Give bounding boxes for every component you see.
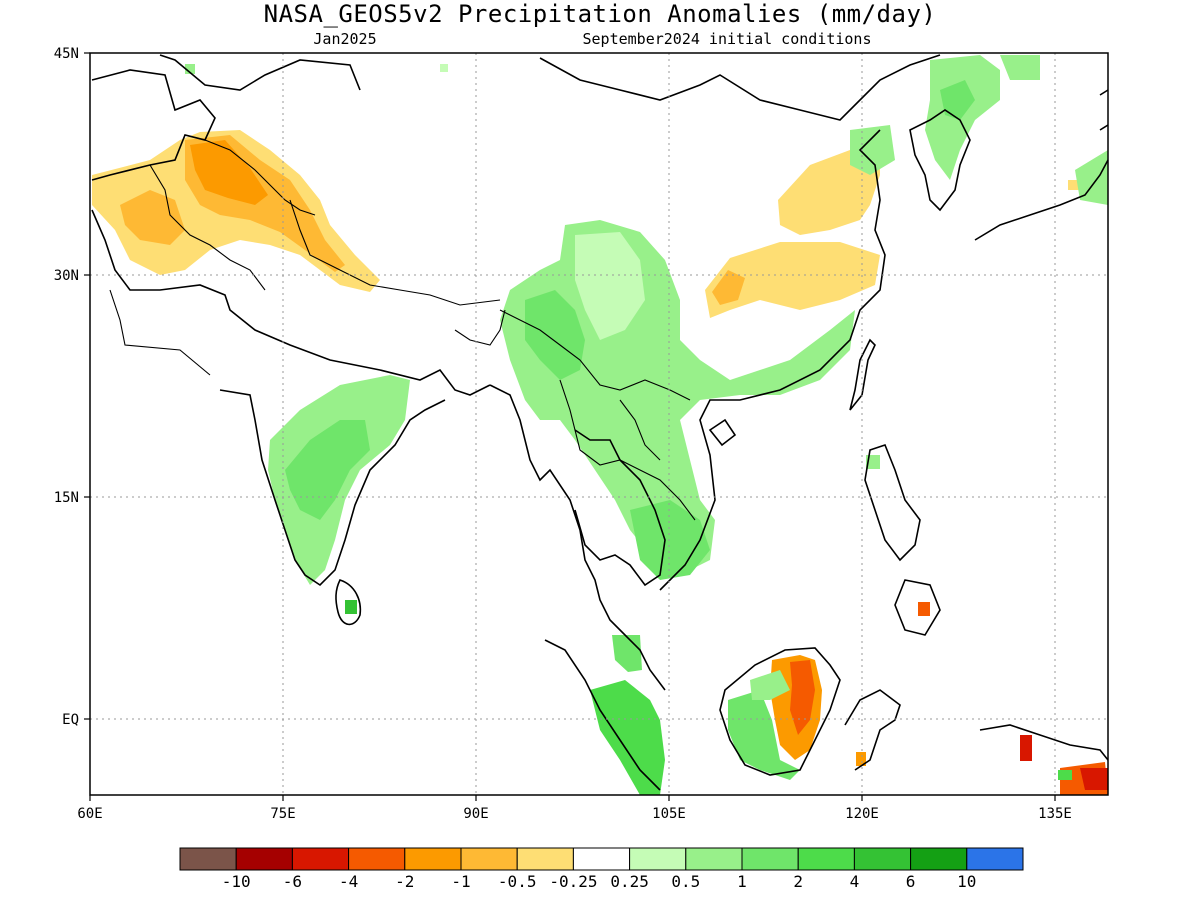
colorbar-swatch: [853, 847, 912, 871]
korea-wet: [925, 55, 1000, 180]
coastlines: [91, 54, 1109, 791]
wet-anomalies: [185, 55, 1108, 795]
map-frame: [89, 52, 1109, 796]
lon-tick-label: 90E: [463, 806, 488, 822]
colorbar-swatch: [404, 847, 462, 871]
colorbar-swatch: [741, 847, 799, 871]
borneo-north-wet: [750, 670, 790, 700]
srilanka-wet: [345, 600, 357, 614]
sulawesi-dry: [856, 752, 866, 766]
colorbar-label: -2: [395, 872, 414, 891]
map-title: NASA_GEOS5v2 Precipitation Anomalies (mm…: [264, 0, 937, 28]
colorbar-label: -4: [339, 872, 358, 891]
lon-tick-label: 75E: [270, 806, 295, 822]
india-wet-core: [285, 420, 370, 520]
central-asia-wet: [185, 64, 195, 74]
colorbar-swatch: [291, 847, 350, 871]
colorbar-label: 2: [793, 872, 803, 891]
korea-wet-core: [940, 80, 975, 120]
colorbar-swatch: [516, 847, 574, 871]
china-east-wet: [850, 125, 895, 175]
lon-tick-label: 105E: [652, 806, 686, 822]
colorbar-label: -10: [222, 872, 251, 891]
init-label: September2024 initial conditions: [583, 30, 872, 48]
sumatra-wet: [590, 680, 665, 795]
vietnam-wet: [630, 500, 710, 580]
colorbar-label: 4: [850, 872, 860, 891]
central-china-dry-core: [712, 270, 745, 305]
colorbar-swatch: [910, 847, 968, 871]
colorbar-swatch: [572, 847, 631, 871]
lat-tick-label: EQ: [62, 712, 79, 728]
lon-tick-label: 60E: [77, 806, 102, 822]
colorbar-label: -1: [451, 872, 470, 891]
mongolia-wet-spot: [1000, 55, 1040, 80]
lat-tick-label: 45N: [54, 46, 79, 62]
month-label: Jan2025: [313, 30, 376, 48]
colorbar-swatch: [235, 847, 293, 871]
mindanao-dry: [918, 602, 930, 616]
kashmir-dry-core: [190, 140, 268, 205]
colorbar-label: -6: [283, 872, 302, 891]
japan-dry: [1068, 180, 1082, 190]
colorbar-swatch: [348, 847, 406, 871]
philippines-wet: [866, 455, 880, 469]
lon-axis: 60E 75E 90E 105E 120E 135E: [77, 806, 1072, 822]
colorbar-label: -0.5: [498, 872, 537, 891]
central-china-dry-south: [705, 242, 880, 318]
dry-anomalies: [92, 130, 1108, 795]
iran-border-dry: [120, 190, 185, 245]
colorbar-label: 0.25: [610, 872, 649, 891]
lat-tick-label: 15N: [54, 490, 79, 506]
colorbar-label: 10: [957, 872, 976, 891]
newguinea-south-dry-core: [1080, 768, 1108, 790]
colorbar-swatch: [629, 847, 687, 871]
newguinea-dry: [1020, 735, 1032, 761]
borders: [109, 139, 696, 521]
mongolia-wet: [440, 64, 448, 72]
map-area: [84, 52, 1109, 801]
colorbar-swatch: [460, 847, 518, 871]
colorbar-label: 0.5: [671, 872, 700, 891]
newguinea-wet: [1058, 770, 1072, 780]
colorbar-swatch: [685, 847, 743, 871]
colorbar-swatch: [797, 847, 855, 871]
grid: [90, 53, 1108, 795]
lon-tick-label: 120E: [845, 806, 879, 822]
japan-wet: [1075, 150, 1108, 205]
lon-tick-label: 135E: [1038, 806, 1072, 822]
colorbar-swatch: [966, 847, 1024, 871]
borneo-west-wet: [728, 690, 800, 780]
colorbar-swatch: [179, 847, 237, 871]
myanmar-wet-core: [525, 290, 585, 380]
lat-tick-label: 30N: [54, 268, 79, 284]
colorbar-label: 1: [737, 872, 747, 891]
tibet-wet-inner: [575, 232, 645, 340]
colorbar-label: 6: [906, 872, 916, 891]
colorbar-label: -0.25: [549, 872, 597, 891]
borneo-dry-core: [790, 660, 815, 735]
colorbar: -10 -6 -4 -2 -1 -0.5 -0.25 0.25 0.5 1 2 4 6 10: [179, 847, 1024, 891]
lat-axis: 45N 30N 15N EQ: [54, 46, 79, 728]
